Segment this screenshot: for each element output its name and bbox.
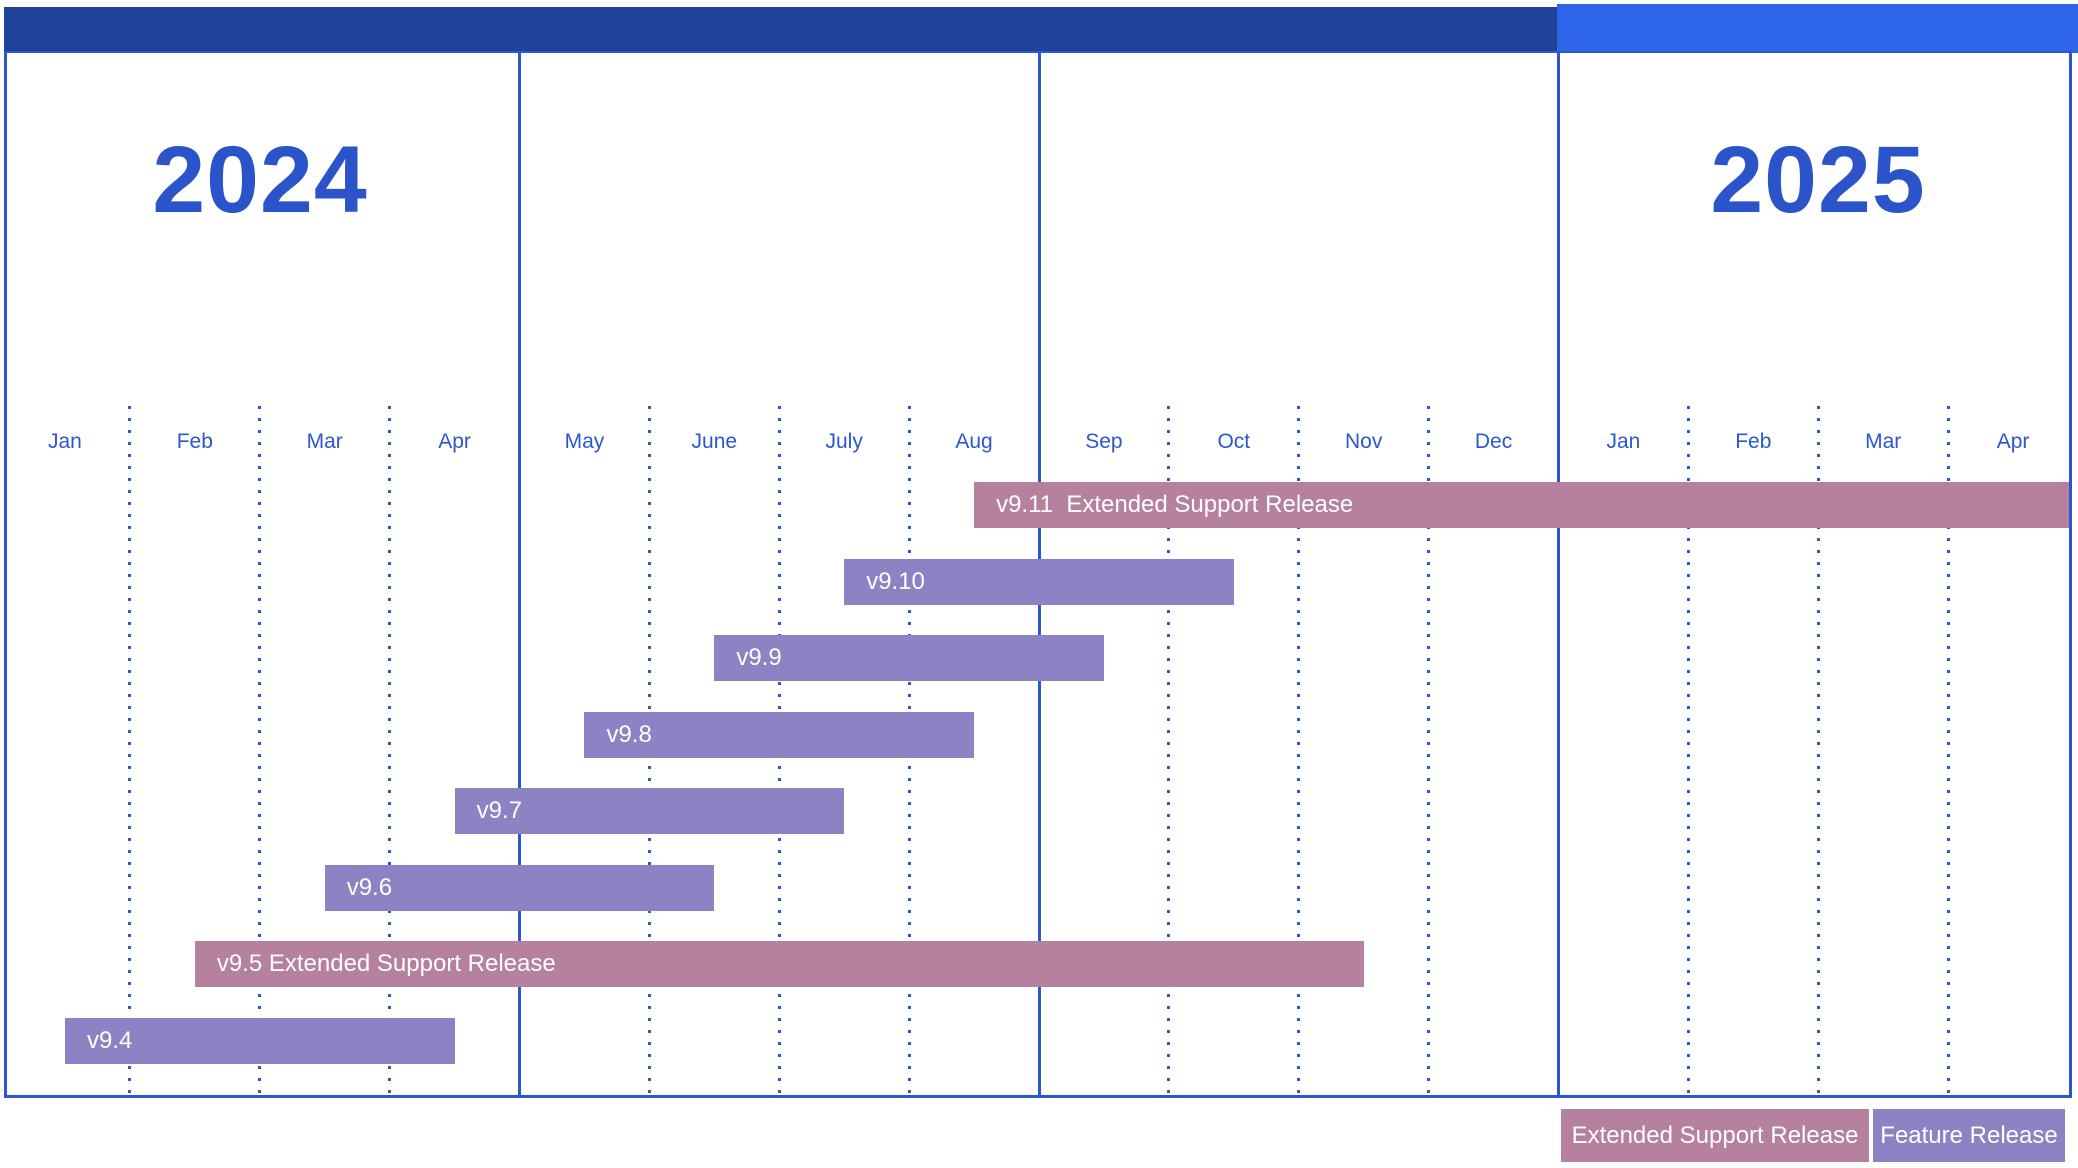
release-bar-v9-10: v9.10 [844,558,1234,605]
month-gridline [1686,406,1690,1096]
release-bar-label: v9.4 [86,1026,133,1054]
year-2025-header-bar [1557,4,2078,53]
year-label-2024: 2024 [152,127,368,233]
year-label-2025: 2025 [1710,127,1926,233]
month-gridline [1297,406,1301,1096]
month-label-sep-2024: Sep [1085,430,1123,453]
release-bar-v9-6: v9.6 [324,864,715,911]
release-bar-v9-8: v9.8 [584,711,975,758]
month-label-jan-2024: Jan [48,430,82,453]
release-bar-v9-5: v9.5 Extended Support Release [194,941,1364,987]
month-label-oct-2024: Oct [1217,430,1251,453]
legend-item-label: Extended Support Release [1571,1121,1859,1149]
quarter-gridline [1557,51,1560,1096]
month-gridline [1816,406,1820,1096]
month-gridline [388,406,392,1096]
month-label-jan-2025: Jan [1606,430,1641,453]
release-bar-label: v9.7 [476,797,522,824]
release-bar-label: v9.8 [606,720,652,748]
month-gridline [1946,406,1950,1096]
month-label-mar-2025: Mar [1865,430,1902,453]
month-label-aug-2024: Aug [955,430,993,453]
release-bar-label: v9.11 Extended Support Release [996,491,1354,518]
month-gridline [1167,406,1171,1096]
release-bar-v9-4: v9.4 [64,1017,455,1064]
legend-item-feature-release: Feature Release [1873,1109,2065,1162]
month-label-feb-2024: Feb [176,430,213,453]
month-label-july-2024: July [825,430,863,453]
year-2024-header-bar [4,7,1557,51]
month-label-nov-2024: Nov [1345,430,1383,453]
quarter-gridline [518,51,521,1096]
legend-item-extended-support-release: Extended Support Release [1561,1109,1869,1162]
release-bar-v9-9: v9.9 [714,635,1104,681]
release-bar-v9-11: v9.11 Extended Support Release [974,482,2069,528]
month-label-apr-2025: Apr [1996,430,2030,453]
month-label-june-2024: June [691,430,738,453]
month-label-feb-2025: Feb [1735,430,1772,453]
month-label-apr-2024: Apr [438,430,471,453]
month-gridline [1427,406,1431,1096]
month-label-dec-2024: Dec [1474,430,1513,453]
month-gridline [258,406,262,1096]
release-bar-label: v9.9 [736,644,782,671]
release-bar-label: v9.5 Extended Support Release [216,950,556,977]
month-label-mar-2024: Mar [306,430,343,453]
release-bar-v9-7: v9.7 [454,788,845,834]
release-bar-label: v9.6 [346,873,393,901]
month-gridline [128,406,132,1096]
legend-item-label: Feature Release [1880,1121,2058,1149]
release-bar-label: v9.10 [866,567,925,595]
month-label-may-2024: May [564,430,605,453]
